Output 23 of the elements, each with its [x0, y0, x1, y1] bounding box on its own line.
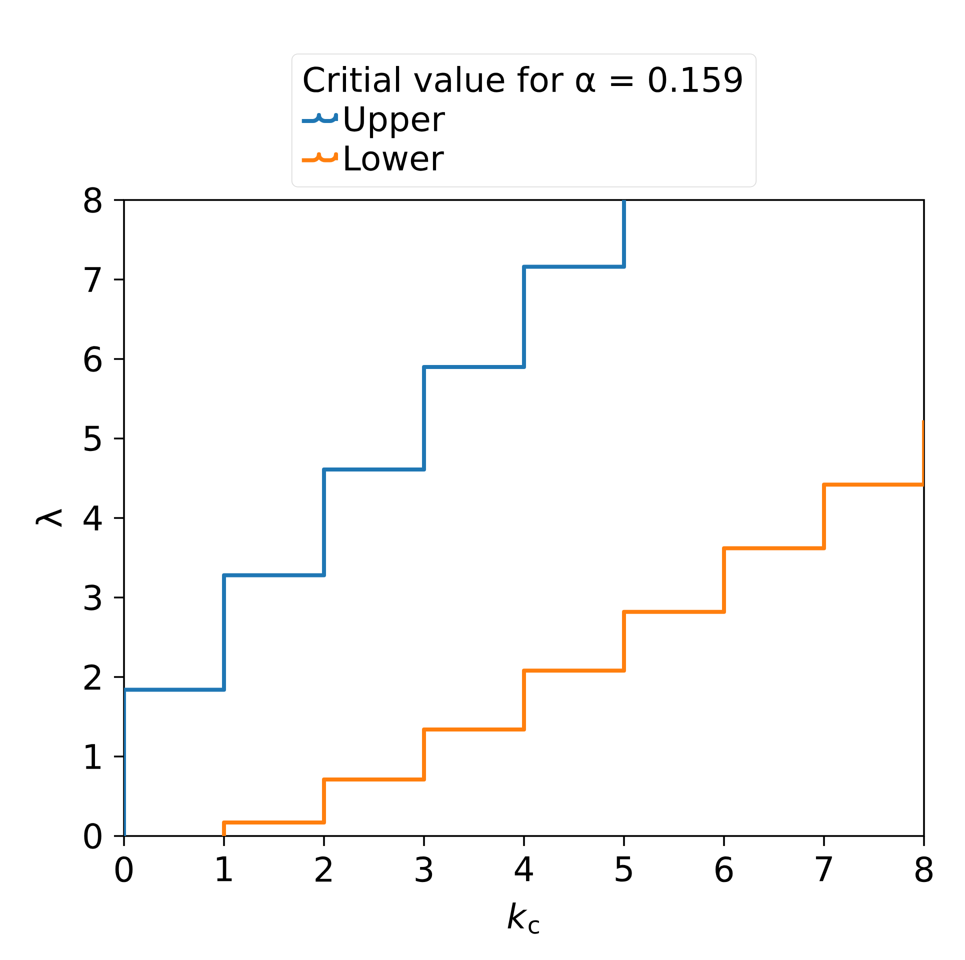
- x-tick-label: 3: [416, 856, 432, 882]
- x-tick-label: 2: [316, 856, 332, 882]
- y-tick-label: 4: [84, 506, 102, 530]
- x-tick-label: 8: [916, 856, 933, 882]
- y-tick-label: 1: [86, 744, 100, 769]
- y-axis-title: λ: [36, 508, 62, 528]
- x-tick-label: 0: [115, 856, 133, 882]
- legend-label: Upper: [344, 106, 445, 138]
- y-tick-label: 6: [84, 346, 102, 372]
- y-tick-label: 3: [84, 584, 101, 610]
- legend-label: Lower: [345, 146, 444, 171]
- y-tick-label: 2: [84, 664, 100, 690]
- x-tick-label: 7: [816, 856, 832, 882]
- x-tick-label: 6: [716, 856, 733, 882]
- x-tick-label: 1: [216, 856, 232, 882]
- y-tick-label: 5: [84, 426, 101, 452]
- y-tick-label: 0: [84, 823, 102, 849]
- x-tick-label: 4: [514, 856, 533, 882]
- y-tick-label: 7: [84, 267, 101, 292]
- x-tick-label: 5: [616, 856, 632, 882]
- y-tick-label: 8: [84, 187, 102, 213]
- x-axis-title: k$_{c}$: [508, 902, 539, 934]
- legend-title: Critial value for α = 0.159: [304, 66, 742, 92]
